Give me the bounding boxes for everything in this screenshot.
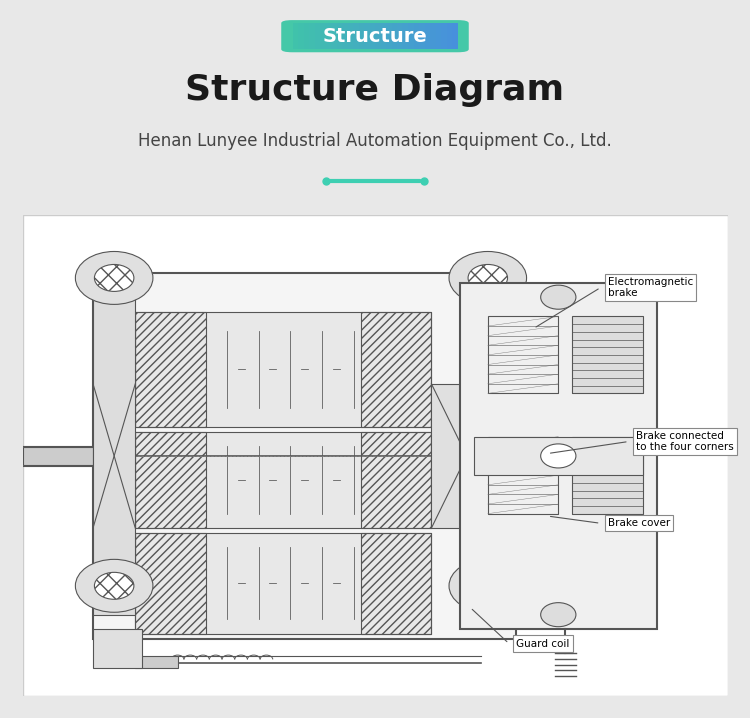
Bar xyxy=(361,312,431,427)
FancyBboxPatch shape xyxy=(320,23,326,50)
FancyBboxPatch shape xyxy=(281,20,469,52)
FancyBboxPatch shape xyxy=(375,23,381,50)
FancyBboxPatch shape xyxy=(408,23,414,50)
FancyBboxPatch shape xyxy=(446,23,453,50)
Bar xyxy=(93,273,516,639)
Circle shape xyxy=(541,444,576,468)
Circle shape xyxy=(449,559,526,612)
FancyBboxPatch shape xyxy=(292,23,298,50)
Text: Brake cover: Brake cover xyxy=(608,518,670,528)
Text: Henan Lunyee Industrial Automation Equipment Co., Ltd.: Henan Lunyee Industrial Automation Equip… xyxy=(138,131,612,150)
Bar xyxy=(135,656,178,668)
Circle shape xyxy=(75,251,153,304)
FancyBboxPatch shape xyxy=(326,23,332,50)
FancyBboxPatch shape xyxy=(22,215,728,696)
FancyBboxPatch shape xyxy=(364,23,370,50)
FancyBboxPatch shape xyxy=(403,23,409,50)
FancyBboxPatch shape xyxy=(430,23,436,50)
Bar xyxy=(431,384,488,528)
Circle shape xyxy=(449,251,526,304)
Bar xyxy=(135,432,431,528)
FancyBboxPatch shape xyxy=(347,23,354,50)
FancyBboxPatch shape xyxy=(441,23,447,50)
FancyBboxPatch shape xyxy=(331,23,338,50)
Bar xyxy=(135,533,431,634)
Bar xyxy=(93,629,142,668)
Bar xyxy=(488,437,558,513)
FancyBboxPatch shape xyxy=(353,23,359,50)
Text: Guard coil: Guard coil xyxy=(516,638,569,648)
Circle shape xyxy=(541,602,576,627)
FancyBboxPatch shape xyxy=(304,23,310,50)
FancyBboxPatch shape xyxy=(380,23,387,50)
FancyBboxPatch shape xyxy=(419,23,425,50)
Bar xyxy=(572,317,643,393)
FancyBboxPatch shape xyxy=(424,23,430,50)
Bar xyxy=(135,312,206,427)
Bar xyxy=(361,432,431,528)
FancyBboxPatch shape xyxy=(452,23,458,50)
FancyBboxPatch shape xyxy=(314,23,321,50)
Bar xyxy=(135,432,206,528)
Circle shape xyxy=(541,285,576,309)
FancyBboxPatch shape xyxy=(386,23,392,50)
Text: Structure: Structure xyxy=(322,27,428,46)
FancyBboxPatch shape xyxy=(309,23,315,50)
FancyBboxPatch shape xyxy=(370,23,376,50)
FancyBboxPatch shape xyxy=(436,23,442,50)
FancyBboxPatch shape xyxy=(392,23,398,50)
Bar xyxy=(572,437,643,513)
Bar xyxy=(22,447,93,465)
Bar xyxy=(460,283,657,629)
Bar xyxy=(361,533,431,634)
Circle shape xyxy=(468,264,508,292)
Text: Structure Diagram: Structure Diagram xyxy=(185,73,565,108)
Bar xyxy=(474,437,643,475)
Circle shape xyxy=(468,572,508,600)
Text: Electromagnetic
brake: Electromagnetic brake xyxy=(608,276,693,299)
Bar xyxy=(488,317,558,393)
Bar xyxy=(93,297,135,615)
FancyBboxPatch shape xyxy=(342,23,348,50)
Circle shape xyxy=(75,559,153,612)
Bar xyxy=(135,533,206,634)
FancyBboxPatch shape xyxy=(358,23,364,50)
Text: Brake connected
to the four corners: Brake connected to the four corners xyxy=(636,431,734,452)
FancyBboxPatch shape xyxy=(397,23,404,50)
FancyBboxPatch shape xyxy=(298,23,304,50)
FancyBboxPatch shape xyxy=(413,23,420,50)
Bar xyxy=(135,312,431,427)
Circle shape xyxy=(94,264,134,292)
Circle shape xyxy=(94,572,134,600)
FancyBboxPatch shape xyxy=(337,23,343,50)
